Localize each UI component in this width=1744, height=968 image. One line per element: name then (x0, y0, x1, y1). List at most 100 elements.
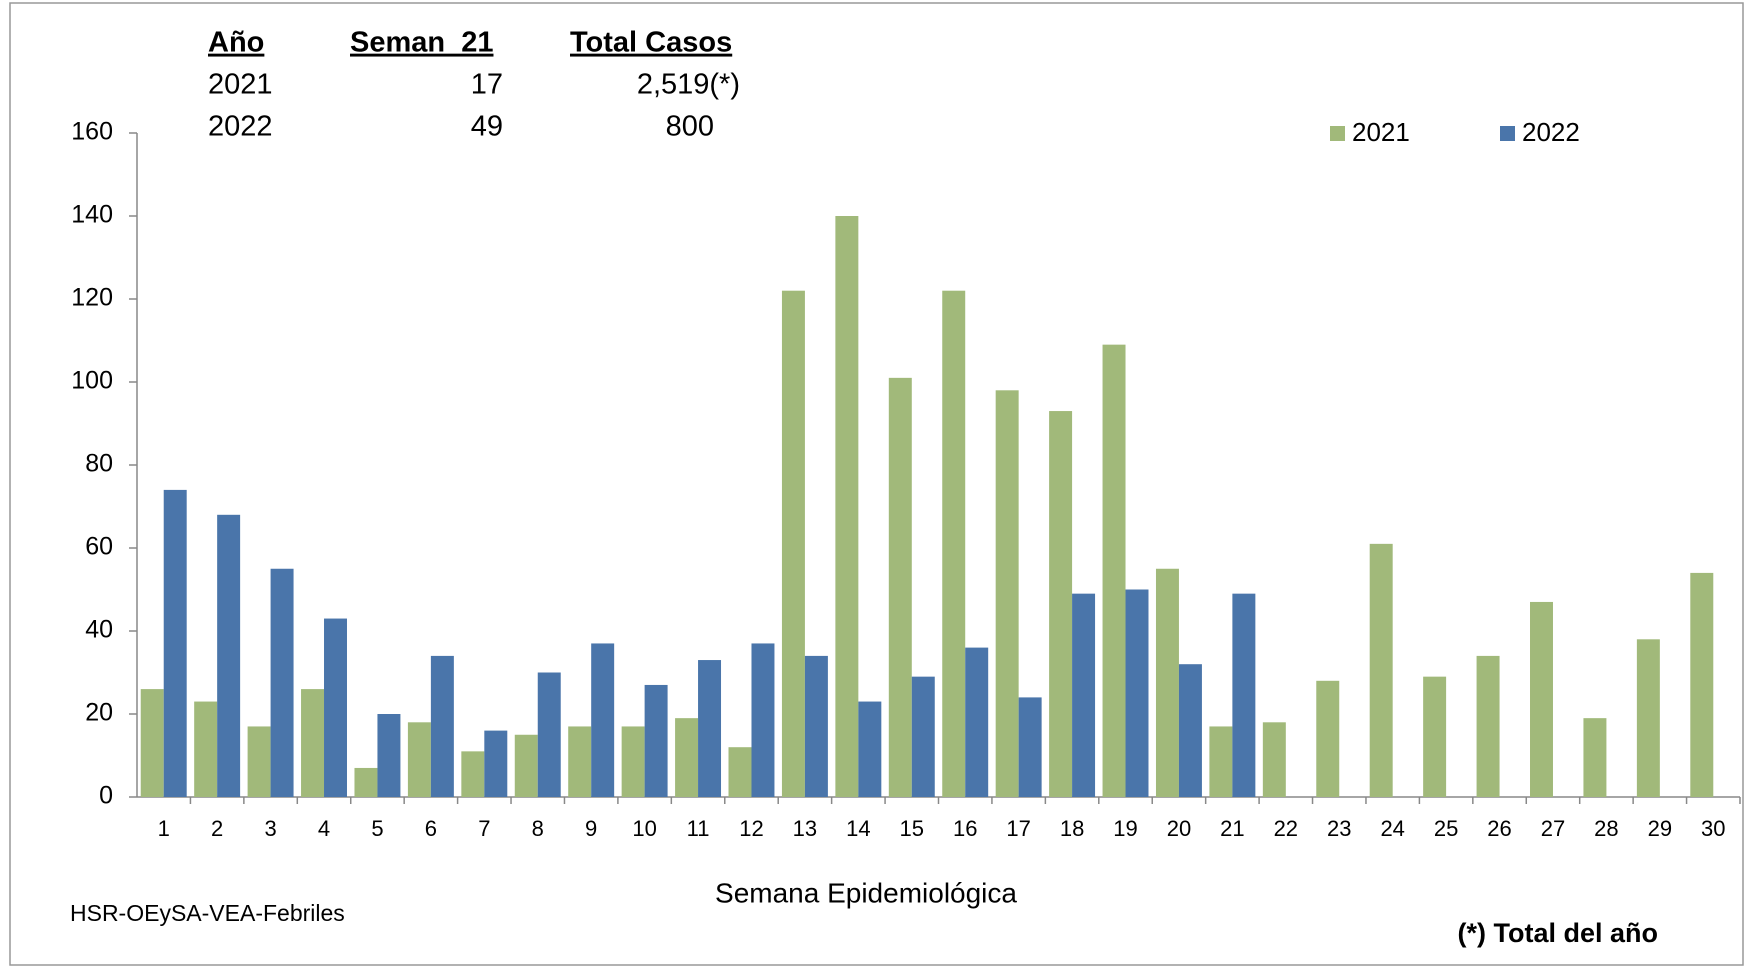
bar (1583, 718, 1607, 797)
bar (644, 684, 668, 797)
bar (194, 701, 218, 797)
bar (1072, 593, 1096, 797)
x-tick-label: 17 (1006, 816, 1030, 841)
x-tick-label: 30 (1701, 816, 1725, 841)
bar (461, 751, 485, 797)
x-tick-label: 1 (158, 816, 170, 841)
bar (537, 672, 561, 797)
x-tick-label: 11 (687, 816, 710, 841)
table-header: Seman 21 (350, 27, 493, 59)
x-tick-label: 29 (1648, 816, 1672, 841)
y-tick-label: 120 (71, 284, 113, 312)
table-cell: 800 (666, 111, 714, 143)
y-tick-label: 80 (85, 450, 113, 478)
bar (301, 689, 325, 797)
bar (1530, 601, 1553, 797)
frame (9, 2, 1744, 966)
bar (514, 734, 538, 797)
x-tick-label: 4 (318, 816, 330, 841)
bar (911, 676, 935, 797)
bar (675, 718, 699, 797)
bar (270, 568, 294, 797)
bar (751, 643, 775, 797)
bar (568, 726, 592, 797)
x-tick-label: 18 (1060, 816, 1084, 841)
x-tick-label: 9 (585, 816, 597, 841)
table-cell: 2022 (208, 111, 273, 143)
table-cell: 49 (471, 111, 503, 143)
bar (1369, 543, 1393, 797)
x-tick-label: 24 (1380, 816, 1404, 841)
table-cell: 2,519(*) (637, 69, 740, 101)
bar (781, 290, 805, 797)
bar (217, 514, 241, 797)
bar (430, 655, 454, 797)
x-tick-label: 6 (425, 816, 437, 841)
bar (1423, 676, 1447, 797)
table-header: Total Casos (570, 27, 732, 59)
x-tick-label: 7 (478, 816, 490, 841)
table-header: Año (208, 27, 264, 59)
bar (1262, 722, 1286, 797)
legend-swatch (1500, 126, 1515, 141)
table-cell: 2021 (208, 69, 273, 101)
x-tick-label: 2 (211, 816, 223, 841)
x-tick-label: 21 (1220, 816, 1244, 841)
x-tick-label: 8 (532, 816, 544, 841)
x-tick-label: 13 (793, 816, 817, 841)
x-tick-label: 15 (900, 816, 924, 841)
bar (698, 660, 722, 797)
bar (858, 701, 882, 797)
bar (1476, 655, 1500, 797)
x-tick-label: 25 (1434, 816, 1458, 841)
bar (484, 730, 508, 797)
y-tick-label: 100 (71, 367, 113, 395)
bar (163, 489, 187, 797)
legend-label: 2021 (1352, 117, 1410, 147)
bar (942, 290, 966, 797)
x-tick-label: 27 (1541, 816, 1565, 841)
bar (140, 689, 164, 797)
y-tick-label: 0 (99, 782, 113, 810)
bar (1155, 568, 1179, 797)
x-tick-label: 12 (739, 816, 763, 841)
bar (591, 643, 615, 797)
x-tick-label: 16 (953, 816, 977, 841)
y-tick-label: 60 (85, 533, 113, 561)
x-tick-label: 28 (1594, 816, 1618, 841)
x-tick-label: 5 (371, 816, 383, 841)
x-tick-label: 10 (632, 816, 656, 841)
x-tick-label: 14 (846, 816, 870, 841)
bar (1690, 572, 1714, 797)
bar (1316, 680, 1340, 797)
x-tick-label: 20 (1167, 816, 1191, 841)
y-tick-label: 140 (71, 201, 113, 229)
x-tick-label: 26 (1487, 816, 1511, 841)
bar (1102, 344, 1126, 797)
y-tick-label: 40 (85, 616, 113, 644)
source: HSR-OEySA-VEA-Febriles (70, 900, 345, 926)
bar (1049, 411, 1073, 797)
x-tick-label: 23 (1327, 816, 1351, 841)
bar (407, 722, 431, 797)
x-tick-label: 3 (264, 816, 276, 841)
legend-swatch (1330, 126, 1345, 141)
y-tick-label: 20 (85, 699, 113, 727)
footnote: (*) Total del año (1458, 918, 1659, 948)
bar (1209, 726, 1233, 797)
bar (1125, 589, 1149, 797)
x-axis-label: Semana Epidemiológica (715, 877, 1017, 908)
bar (1178, 664, 1202, 797)
x-tick-label: 22 (1274, 816, 1298, 841)
bar (728, 747, 752, 797)
bar (1636, 639, 1660, 797)
bar (621, 726, 645, 797)
bar (324, 618, 347, 797)
bar (354, 767, 378, 797)
bar (888, 377, 912, 797)
legend-label: 2022 (1522, 117, 1580, 147)
bar (1018, 697, 1042, 797)
y-tick-label: 160 (71, 118, 113, 146)
bar (1232, 593, 1256, 797)
